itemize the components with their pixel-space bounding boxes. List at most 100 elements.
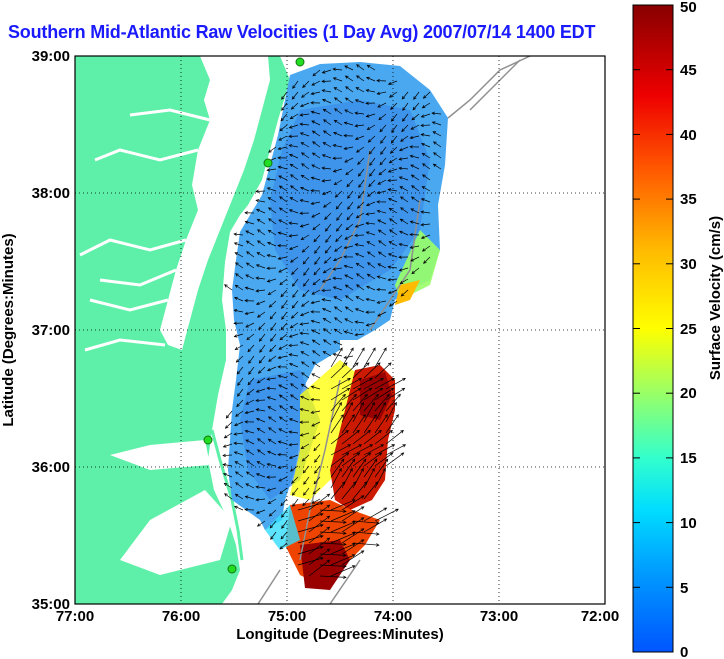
velocity-arrow [356, 263, 365, 269]
velocity-arrow [423, 91, 431, 99]
velocity-arrow [401, 289, 409, 297]
velocity-arrowhead [234, 423, 238, 427]
velocity-arrowhead [314, 470, 318, 474]
velocity-arrow [268, 438, 277, 445]
y-tick-labels: 39:00 38:00 37:00 36:00 35:00 [32, 48, 70, 613]
velocity-arrowhead [376, 300, 381, 304]
velocity-arrowhead [432, 141, 437, 145]
velocity-arrowhead [341, 481, 346, 485]
velocity-arrowhead [354, 333, 358, 337]
velocity-arrowhead [332, 67, 336, 71]
velocity-arrow [344, 234, 354, 240]
velocity-arrow [421, 223, 431, 226]
velocity-arrow [300, 102, 310, 107]
velocity-arrow [377, 179, 387, 185]
velocity-arrowhead [355, 75, 360, 79]
velocity-arrow [377, 210, 387, 214]
velocity-arrow [268, 427, 277, 434]
velocity-arrowhead [245, 483, 249, 487]
velocity-arrow [399, 267, 409, 271]
hf-radar-stations [203, 57, 305, 574]
velocity-arrowhead [323, 204, 327, 208]
velocity-arrow [313, 234, 321, 242]
velocity-arrow [330, 481, 346, 500]
velocity-arrowhead [378, 171, 383, 176]
velocity-arrow [245, 221, 255, 225]
velocity-arrow [289, 431, 299, 434]
velocity-arrowhead [412, 106, 417, 111]
velocity-arrow [377, 102, 387, 108]
velocity-arrowhead [281, 525, 285, 529]
velocity-arrow [308, 537, 330, 555]
velocity-arrowhead [335, 238, 339, 243]
velocity-arrowhead [332, 267, 337, 271]
velocity-arrowhead [388, 303, 393, 307]
velocity-arrowhead [323, 328, 327, 332]
velocity-arrow [387, 179, 398, 181]
velocity-arrowhead [245, 274, 249, 278]
velocity-arrowhead [371, 401, 375, 406]
velocity-arrow [330, 430, 349, 445]
velocity-arrow [288, 344, 299, 346]
velocity-arrow [363, 362, 381, 379]
velocity-arrow [410, 155, 420, 159]
velocity-arrow [355, 333, 365, 336]
velocity-arrowhead [375, 543, 380, 547]
velocity-arrowhead [289, 468, 294, 472]
velocity-arrow [335, 201, 343, 210]
velocity-arrow [352, 458, 367, 478]
velocity-arrow [330, 521, 356, 533]
velocity-arrowhead [332, 352, 337, 357]
velocity-arrowhead [332, 169, 337, 173]
velocity-arrowhead [277, 231, 282, 235]
velocity-arrowhead [400, 138, 404, 142]
velocity-arrow [292, 80, 299, 89]
velocity-arrowhead [366, 203, 370, 207]
velocity-arrow [377, 219, 387, 225]
velocity-arrowhead [373, 414, 377, 418]
velocity-arrowhead [289, 185, 294, 189]
velocity-arrowhead [420, 142, 425, 147]
velocity-arrowhead [409, 220, 414, 224]
velocity-arrow [322, 308, 332, 313]
velocity-arrow [308, 526, 330, 544]
y-axis-label: Latitude (Degrees:Minutes) [0, 233, 17, 426]
velocity-arrow [292, 300, 299, 309]
velocity-arrowhead [257, 370, 262, 374]
velocity-arrowhead [409, 245, 414, 249]
velocity-arrow [399, 146, 409, 151]
velocity-arrowhead [310, 201, 315, 205]
colorbar-tick-labels: 0 5 10 15 20 25 30 35 40 45 50 [680, 0, 697, 659]
velocity-arrow [256, 486, 266, 489]
velocity-arrowhead [319, 512, 324, 517]
velocity-arrowhead [366, 273, 371, 277]
velocity-arrowhead [277, 465, 282, 469]
velocity-arrowhead [380, 140, 384, 144]
velocity-arrowhead [355, 215, 360, 219]
velocity-arrow [278, 175, 288, 181]
velocity-arrowhead [376, 200, 380, 204]
velocity-arrow [330, 499, 356, 511]
velocity-arrow [378, 251, 387, 258]
velocity-arrowhead [346, 216, 351, 221]
velocity-arrowhead [350, 347, 354, 352]
velocity-arrow [352, 394, 368, 412]
velocity-arrow [356, 296, 365, 302]
velocity-arrowhead [234, 471, 239, 475]
velocity-arrow [289, 363, 299, 368]
velocity-arrowhead [278, 185, 283, 189]
velocity-arrow [402, 102, 409, 111]
velocity-arrowhead [343, 542, 347, 546]
velocity-arrow [355, 124, 365, 127]
velocity-arrowhead [347, 195, 351, 199]
velocity-arrowhead [299, 224, 304, 228]
velocity-arrow [363, 518, 387, 533]
velocity-arrowhead [312, 350, 316, 354]
velocity-arrowhead [393, 401, 397, 406]
velocity-arrow [341, 378, 362, 390]
velocity-arrow [399, 231, 409, 236]
velocity-arrowhead [362, 414, 366, 418]
velocity-arrow [422, 163, 431, 170]
velocity-arrow [290, 256, 299, 263]
velocity-arrowhead [313, 271, 318, 276]
